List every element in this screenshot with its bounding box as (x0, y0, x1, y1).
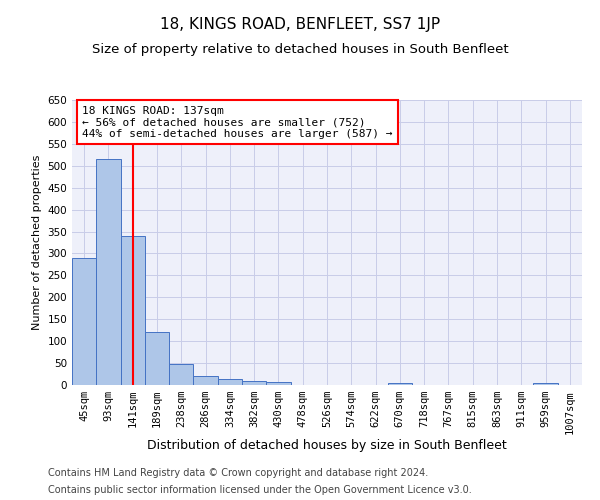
Bar (121, 236, 145, 385)
Bar (169, 364, 193, 385)
Bar (145, 332, 169, 385)
Y-axis label: Number of detached properties: Number of detached properties (32, 155, 42, 330)
X-axis label: Distribution of detached houses by size in South Benfleet: Distribution of detached houses by size … (147, 439, 507, 452)
Bar (533, 383, 558, 385)
Text: Contains public sector information licensed under the Open Government Licence v3: Contains public sector information licen… (48, 485, 472, 495)
Bar (96, 159, 121, 385)
Bar (72, 258, 96, 385)
Text: Contains HM Land Registry data © Crown copyright and database right 2024.: Contains HM Land Registry data © Crown c… (48, 468, 428, 477)
Text: 18 KINGS ROAD: 137sqm
← 56% of detached houses are smaller (752)
44% of semi-det: 18 KINGS ROAD: 137sqm ← 56% of detached … (82, 106, 392, 139)
Bar (218, 380, 242, 385)
Bar (388, 383, 412, 385)
Text: 18, KINGS ROAD, BENFLEET, SS7 1JP: 18, KINGS ROAD, BENFLEET, SS7 1JP (160, 18, 440, 32)
Bar (242, 380, 266, 385)
Bar (193, 376, 218, 385)
Bar (266, 382, 290, 385)
Text: Size of property relative to detached houses in South Benfleet: Size of property relative to detached ho… (92, 42, 508, 56)
